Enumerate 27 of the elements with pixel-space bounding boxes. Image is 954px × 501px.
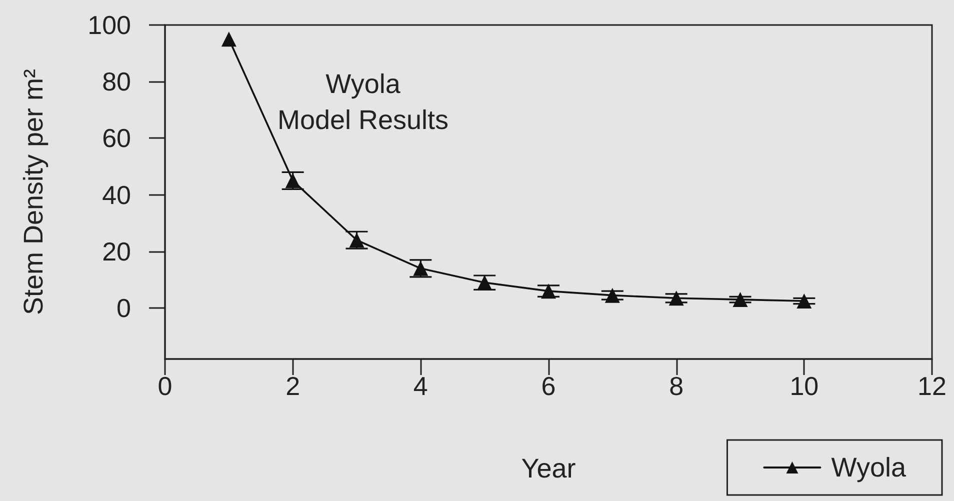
x-tick-label: 10: [790, 371, 819, 401]
annotation: Wyola Model Results: [277, 69, 449, 135]
x-tick-label: 4: [413, 371, 428, 401]
point: [732, 292, 748, 308]
x-tick-label: 2: [286, 371, 300, 401]
y-tick-label: 60: [102, 123, 131, 154]
x-tick-label: 8: [669, 371, 684, 401]
x-tick-label: 12: [918, 371, 946, 401]
point: [349, 232, 364, 248]
x-tick-label: 0: [158, 371, 172, 401]
y-tick-label: 100: [88, 10, 131, 40]
x-tick-label: 6: [541, 371, 556, 401]
point: [796, 293, 812, 308]
point: [221, 32, 236, 47]
point: [285, 173, 300, 188]
point: [604, 288, 620, 303]
point: [541, 284, 556, 299]
legend-label: Wyola: [831, 452, 907, 482]
y-tick-label: 80: [102, 66, 131, 97]
point: [477, 275, 492, 290]
x-axis-title: Year: [521, 454, 576, 484]
y-tick-label: 40: [102, 180, 131, 210]
point: [668, 290, 684, 306]
y-tick-label: 0: [116, 293, 131, 324]
y-axis-title: Stem Density per m²: [18, 68, 48, 316]
point: [413, 260, 428, 276]
y-tick-label: 20: [102, 236, 131, 266]
